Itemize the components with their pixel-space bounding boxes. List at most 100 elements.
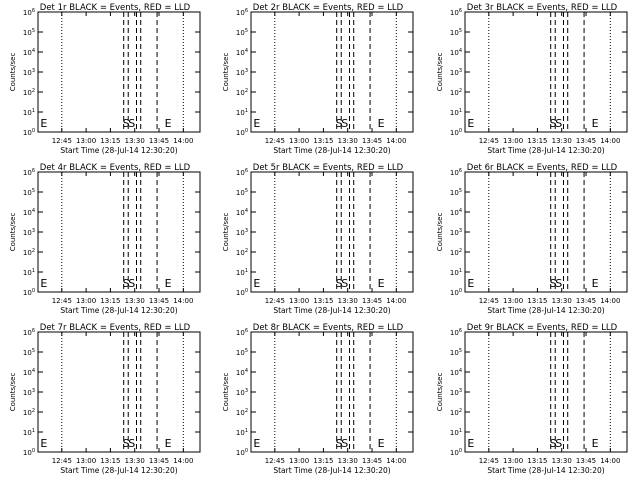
x-tick-label: 13:45 (149, 297, 169, 305)
x-tick-label: 13:00 (289, 297, 309, 305)
y-tick-label: 100 (23, 448, 35, 457)
x-tick-label: 13:30 (338, 457, 358, 465)
x-tick-label: 13:30 (125, 457, 145, 465)
y-tick-exponent: 5 (459, 188, 462, 194)
y-tick-exponent: 0 (32, 288, 35, 294)
y-axis-label: Counts/sec (436, 373, 444, 412)
marker-s: S (555, 277, 562, 290)
marker-s: S (550, 437, 557, 450)
y-tick-exponent: 0 (245, 128, 248, 134)
y-tick-label: 102 (450, 408, 462, 417)
y-tick-exponent: 3 (32, 228, 35, 234)
y-tick-exponent: 5 (32, 28, 35, 34)
x-tick-label: 13:45 (362, 457, 382, 465)
y-tick-exponent: 2 (32, 88, 35, 94)
y-tick-label: 100 (23, 288, 35, 297)
marker-s: S (550, 117, 557, 130)
y-tick-exponent: 4 (245, 208, 248, 214)
y-tick-exponent: 3 (245, 68, 248, 74)
y-axis-label: Counts/sec (436, 53, 444, 92)
y-tick-exponent: 1 (459, 108, 462, 114)
marker-e: E (253, 277, 260, 290)
y-tick-exponent: 0 (245, 288, 248, 294)
marker-e: E (165, 117, 172, 130)
y-tick-label: 101 (23, 428, 35, 437)
marker-e: E (592, 437, 599, 450)
y-tick-exponent: 4 (32, 208, 35, 214)
y-tick-exponent: 1 (459, 268, 462, 274)
marker-s: S (123, 277, 130, 290)
chart-title: Det 8r BLACK = Events, RED = LLD (253, 323, 404, 333)
y-tick-exponent: 6 (32, 328, 35, 334)
y-tick-exponent: 4 (459, 208, 462, 214)
y-tick-label: 100 (236, 448, 248, 457)
y-tick-label: 100 (450, 288, 462, 297)
detector-chart: Det 7r BLACK = Events, RED = LLD10010110… (9, 323, 201, 475)
x-tick-label: 13:00 (289, 457, 309, 465)
y-tick-exponent: 2 (459, 248, 462, 254)
x-tick-label: 14:00 (173, 137, 193, 145)
x-tick-label: 13:15 (527, 297, 547, 305)
y-tick-exponent: 2 (32, 408, 35, 414)
y-tick-exponent: 4 (459, 48, 462, 54)
x-tick-label: 13:45 (576, 457, 596, 465)
y-tick-exponent: 3 (245, 388, 248, 394)
y-tick-label: 100 (23, 128, 35, 137)
marker-s: S (123, 437, 130, 450)
marker-e: E (592, 277, 599, 290)
y-tick-exponent: 5 (32, 348, 35, 354)
y-tick-label: 104 (450, 368, 462, 377)
y-axis-label: Counts/sec (222, 373, 230, 412)
y-tick-exponent: 3 (459, 388, 462, 394)
x-tick-label: 13:30 (552, 297, 572, 305)
x-tick-label: 12:45 (265, 137, 285, 145)
x-tick-label: 13:00 (289, 137, 309, 145)
y-tick-exponent: 5 (459, 348, 462, 354)
detector-chart: Det 5r BLACK = Events, RED = LLD10010110… (222, 163, 414, 315)
y-tick-label: 103 (450, 228, 462, 237)
y-tick-label: 105 (236, 348, 248, 357)
y-tick-exponent: 5 (245, 28, 248, 34)
marker-e: E (40, 437, 47, 450)
x-axis-label: Start Time (28-Jul-14 12:30:20) (60, 146, 177, 155)
x-tick-label: 12:45 (52, 297, 72, 305)
x-tick-label: 13:30 (125, 137, 145, 145)
marker-s: S (336, 277, 343, 290)
y-tick-label: 104 (23, 208, 35, 217)
chart-title: Det 6r BLACK = Events, RED = LLD (467, 163, 618, 173)
marker-s: S (555, 437, 562, 450)
y-tick-exponent: 1 (245, 428, 248, 434)
x-tick-label: 12:45 (52, 457, 72, 465)
marker-e: E (378, 277, 385, 290)
x-tick-label: 13:30 (552, 137, 572, 145)
marker-s: S (341, 117, 348, 130)
x-tick-label: 14:00 (600, 457, 620, 465)
y-axis-label: Counts/sec (9, 213, 17, 252)
x-tick-label: 14:00 (173, 297, 193, 305)
x-tick-label: 13:45 (362, 297, 382, 305)
x-axis-label: Start Time (28-Jul-14 12:30:20) (487, 466, 604, 475)
y-tick-exponent: 4 (32, 48, 35, 54)
chart-title: Det 1r BLACK = Events, RED = LLD (40, 3, 191, 13)
x-axis-label: Start Time (28-Jul-14 12:30:20) (487, 146, 604, 155)
x-axis-label: Start Time (28-Jul-14 12:30:20) (60, 306, 177, 315)
marker-e: E (253, 437, 260, 450)
y-tick-exponent: 2 (459, 408, 462, 414)
y-tick-exponent: 6 (32, 168, 35, 174)
y-tick-exponent: 6 (459, 328, 462, 334)
y-tick-label: 105 (450, 188, 462, 197)
y-tick-exponent: 1 (459, 428, 462, 434)
x-tick-label: 13:30 (338, 297, 358, 305)
y-tick-label: 106 (236, 328, 248, 337)
y-tick-label: 106 (23, 8, 35, 17)
marker-e: E (467, 437, 474, 450)
detector-chart: Det 1r BLACK = Events, RED = LLD10010110… (9, 3, 201, 155)
y-tick-exponent: 6 (245, 8, 248, 14)
detector-chart: Det 2r BLACK = Events, RED = LLD10010110… (222, 3, 414, 155)
y-tick-label: 101 (450, 428, 462, 437)
y-tick-exponent: 3 (459, 68, 462, 74)
y-tick-label: 102 (23, 248, 35, 257)
marker-s: S (128, 117, 135, 130)
y-tick-label: 100 (450, 128, 462, 137)
detector-chart: Det 9r BLACK = Events, RED = LLD10010110… (436, 323, 628, 475)
